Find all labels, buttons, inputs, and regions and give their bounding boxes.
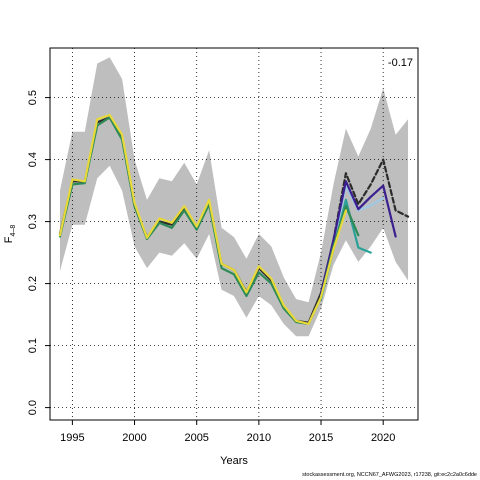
annotation-text: -0.17	[388, 57, 413, 69]
x-tick-label: 2020	[371, 432, 395, 444]
series-line	[319, 180, 397, 296]
y-tick-label: 0.5	[27, 90, 39, 105]
confidence-band	[59, 57, 409, 337]
axes-layer: 1995 2000 2005 2010 2015 2020 0.0 0.1 0.2 0.3 0.4 0…	[27, 90, 395, 444]
x-tick-label: 1995	[60, 432, 84, 444]
series-line	[332, 158, 410, 242]
series-layer	[58, 113, 410, 325]
y-tick-label: 0.1	[27, 338, 39, 353]
x-tick-label: 2010	[247, 432, 271, 444]
y-tick-label: 0.0	[27, 400, 39, 415]
confidence-band-layer	[59, 57, 409, 337]
series-line	[58, 113, 347, 325]
y-tick-label: 0.4	[27, 152, 39, 167]
y-axis-title-main: F	[3, 236, 15, 243]
y-axis-title: F4–8	[3, 225, 17, 244]
x-axis-title: Years	[220, 455, 248, 467]
y-axis-title-subscript: 4–8	[10, 225, 17, 237]
credit-text: stockassessment.org, NCCN67_AFWG2023, r1…	[302, 472, 477, 478]
x-tick-label: 2005	[184, 432, 208, 444]
y-tick-label: 0.2	[27, 276, 39, 291]
plot-frame	[49, 47, 419, 421]
x-tick-label: 2015	[309, 432, 333, 444]
grid-layer	[50, 48, 418, 420]
y-tick-label: 0.3	[27, 214, 39, 229]
x-tick-label: 2000	[122, 432, 146, 444]
